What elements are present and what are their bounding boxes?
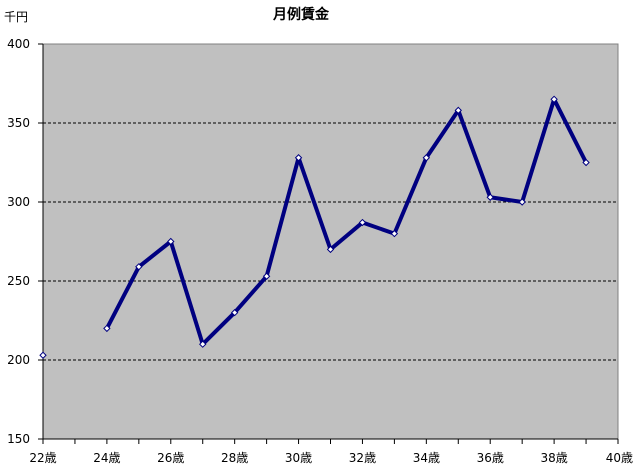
series-line-segment [264, 155, 301, 279]
plot-area [43, 44, 618, 439]
x-tick-label: 34歳 [413, 451, 440, 465]
x-tick-label: 38歳 [540, 451, 567, 465]
x-tick-label: 24歳 [93, 451, 120, 465]
x-tick-label: 40歳 [606, 451, 633, 465]
data-point [454, 106, 462, 115]
y-axis-unit-label: 千円 [4, 10, 28, 24]
data-point [422, 154, 431, 162]
y-tick-label: 250 [7, 274, 30, 288]
series-line-segment [424, 108, 461, 160]
data-point [103, 324, 111, 333]
data-point [550, 95, 558, 104]
series-line-segment [488, 195, 525, 204]
series-line-segment [168, 239, 205, 347]
data-point [326, 245, 335, 254]
series-line-segment [104, 264, 141, 331]
chart-title: 月例賃金 [272, 6, 330, 23]
series-line-segment [200, 310, 237, 347]
series-line-segment [328, 220, 365, 252]
series-lines [104, 97, 589, 347]
data-point [167, 237, 175, 246]
data-point [390, 229, 399, 238]
x-tick-label: 26歳 [157, 451, 184, 465]
data-point [518, 198, 526, 206]
series-line-segment [392, 155, 429, 236]
series-line-segment [296, 155, 333, 252]
x-tick-label: 22歳 [29, 451, 56, 465]
y-tick-label: 200 [7, 353, 30, 367]
data-point [199, 340, 207, 348]
data-point [486, 193, 494, 201]
data-point [294, 154, 303, 162]
data-point [39, 351, 47, 359]
y-tick-label: 350 [7, 116, 30, 130]
series-line-segment [552, 97, 589, 165]
data-point [135, 263, 143, 271]
series-line-segment [136, 239, 173, 269]
x-tick-label: 32歳 [349, 451, 376, 465]
x-tick-label: 30歳 [285, 451, 312, 465]
data-point [230, 308, 239, 317]
y-axis-ticks: 150 200 250 300 350 400 [7, 37, 43, 446]
x-tick-label: 36歳 [477, 451, 504, 465]
data-point [262, 272, 271, 280]
y-tick-label: 150 [7, 432, 30, 446]
y-tick-label: 400 [7, 37, 30, 51]
x-tick-label: 28歳 [221, 451, 248, 465]
series-line-segment [456, 108, 493, 200]
series-line-segment [520, 97, 557, 204]
series-line-segment [232, 274, 269, 315]
x-axis-ticks: 22歳 24歳 26歳 28歳 30歳 32歳 34歳 36歳 38歳 40歳 [29, 439, 633, 465]
y-tick-label: 300 [7, 195, 30, 209]
data-point [582, 158, 590, 167]
series-line-segment [360, 220, 397, 236]
data-point [358, 218, 367, 227]
series-markers [39, 95, 590, 359]
